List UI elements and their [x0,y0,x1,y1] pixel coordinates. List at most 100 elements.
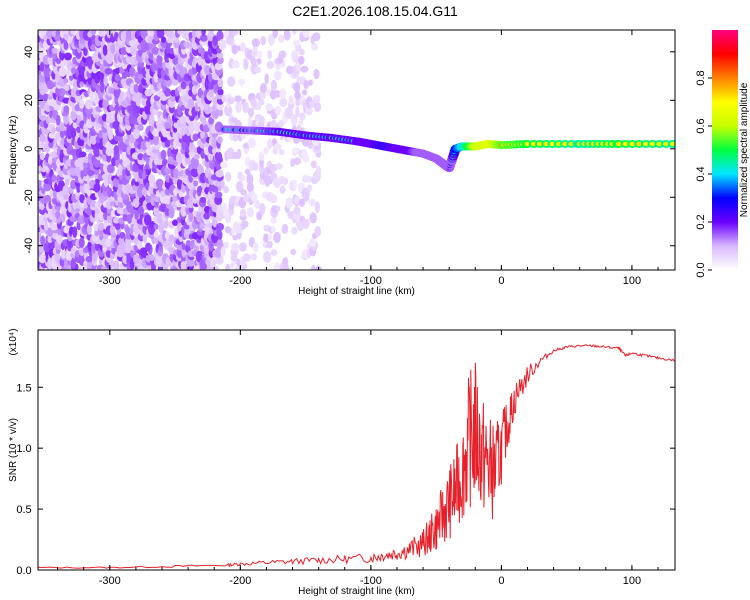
spectrogram-noise-cell [259,203,266,215]
spectrogram-noise-cell [70,179,77,190]
spectrogram-noise-cell [229,262,235,269]
spectrogram-noise-cell [79,193,85,204]
spectrogram-noise-cell [269,194,278,204]
spectrogram-noise-cell [304,106,313,116]
spectrogram-noise-cell [83,46,88,57]
spectrogram-ytick-label: 20 [23,94,35,106]
spectrogram-noise-cell [161,36,167,43]
spectrogram-noise-cell [239,42,246,53]
snr-frame [37,329,676,571]
spectrogram-noise-cell [204,64,211,76]
spectrogram-noise-cell [213,265,219,270]
spectrogram-noise-cell [314,201,321,214]
spectrogram-noise-cell [220,246,226,257]
spectrogram-noise-cell [179,116,188,124]
spectrogram-noise-cell [51,47,58,54]
spectrogram-noise-cell [259,83,268,94]
spectrogram-noise-cell [94,207,100,215]
spectrogram-noise-cell [88,152,93,161]
spectrogram-noise-cell [312,94,321,103]
snr-series-line [38,344,675,569]
spectrogram-noise-cell [78,237,85,248]
spectrogram-noise-cell [137,239,143,251]
spectrogram-noise-cell [187,98,195,109]
spectrogram-noise-cell [282,257,289,266]
colorbar-tick-label: 0.0 [695,262,707,277]
spectrogram-noise-cell [90,30,97,36]
spectrogram-noise-cell [160,126,167,135]
spectrogram-y-label: Frequency (Hz) [8,116,19,185]
spectrogram-noise-cell [103,75,108,87]
spectrogram-noise-cell [176,178,183,190]
snr-xtick-label: -300 [99,575,121,587]
spectrogram-noise-cell [270,225,276,233]
spectrogram-noise-cell [151,47,160,55]
spectrogram-noise-cell [40,235,46,246]
spectrogram-noise-cell [197,163,203,172]
spectrogram-noise-cell [148,174,156,184]
spectrogram-noise-cell [126,213,133,224]
spectrogram-noise-cell [281,263,290,270]
spectrogram-noise-cell [106,164,115,174]
spectrogram-noise-cell [308,100,316,108]
spectrogram-noise-cell [208,30,214,37]
spectrogram-noise-cell [93,183,101,193]
colorbar-tick-label: 0.4 [695,166,707,181]
spectrogram-noise-cell [203,212,210,220]
spectrogram-noise-cell [274,143,282,151]
spectrogram-noise-cell [270,217,277,224]
spectrogram-noise-cell [129,134,135,144]
spectrogram-noise-cell [160,149,167,160]
spectrogram-noise-cell [314,101,322,113]
spectrogram-noise-cell [270,79,278,91]
spectrogram-noise-cell [137,153,144,161]
spectrogram-noise-cell [62,185,70,195]
spectrogram-noise-cell [114,73,121,83]
spectrogram-noise-cell [188,210,194,223]
spectrogram-noise-cell [102,98,109,110]
spectrogram-noise-cell [217,78,224,88]
spectrogram-noise-cell [50,223,59,231]
spectrogram-noise-cell [301,89,308,96]
spectrogram-noise-cell [246,181,254,192]
spectrogram-noise-cell [223,241,229,249]
spectrogram-noise-cell [227,96,235,105]
spectrogram-noise-cell [79,99,85,109]
spectrogram-noise-cell [39,152,45,161]
spectrogram-noise-cell [246,173,254,185]
spectrogram-noise-cell [77,214,86,225]
spectrogram-noise-cell [119,231,126,239]
spectrogram-noise-cell [235,180,244,193]
spectrogram-noise-cell [137,206,145,215]
spectrogram-noise-cell [244,168,251,175]
spectrogram-noise-cell [70,127,77,139]
spectrogram-ridge-cell [636,141,643,147]
spectrogram-noise-cell [132,94,140,103]
spectrogram-noise-cell [110,111,116,120]
spectrogram-noise-cell [102,44,108,56]
spectrogram-xtick-label: -300 [99,275,121,287]
snr-xtick-label: -200 [229,575,251,587]
spectrogram-noise-cell [108,129,114,142]
spectrogram-noise-cell [137,124,144,131]
colorbar-axis: 0.0 0.2 0.4 0.6 0.8 [695,70,712,278]
colorbar: 0.0 0.2 0.4 0.6 0.8 Normalized spectral ampl… [695,30,750,278]
spectrogram-noise-cell [257,50,263,59]
spectrogram-noise-cell [235,258,241,267]
spectrogram-noise-cell [236,148,242,160]
spectrogram-noise-cell [243,193,251,203]
spectrogram-noise-cell [265,103,274,112]
spectrogram-noise-cell [39,133,46,143]
spectrogram-noise-cell [132,198,140,208]
spectrogram-noise-cell [288,95,294,106]
spectrogram-ytick-label: -20 [23,189,35,205]
spectrogram-noise-cell [169,234,175,241]
spectrogram-noise-cell [70,30,77,35]
spectrogram-noise-cell [307,184,313,193]
spectrogram-noise-cell [132,105,141,113]
spectrogram-noise-cell [164,87,172,97]
spectrogram-noise-cell [153,223,159,230]
spectrogram-noise-cell [308,198,316,207]
snr-xtick-label: -100 [360,575,382,587]
spectrogram-noise-cell [243,58,249,71]
